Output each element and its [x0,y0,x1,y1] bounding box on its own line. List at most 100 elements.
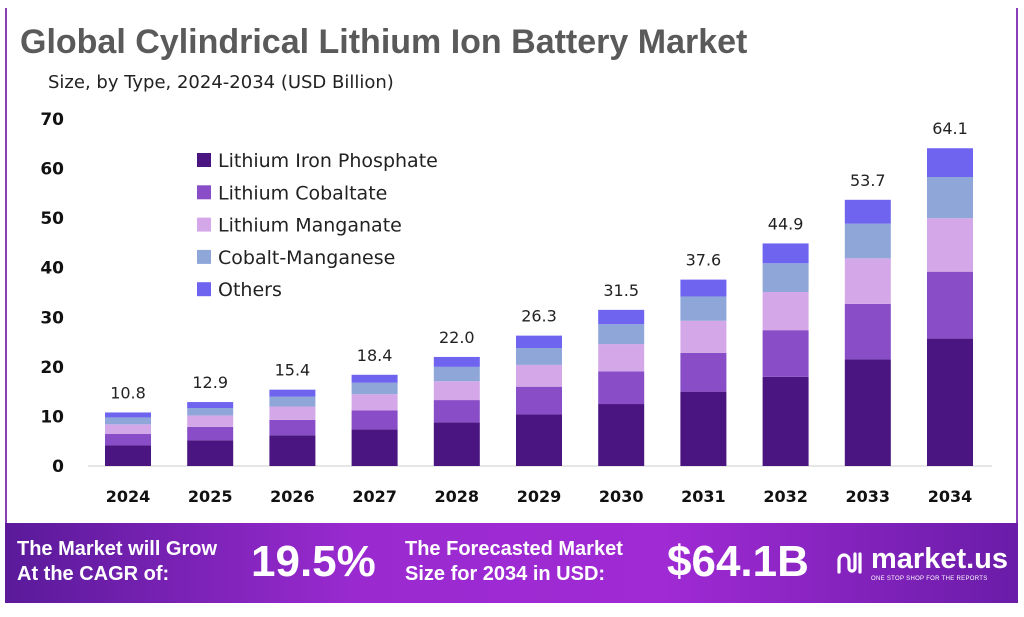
bar-segment-lithium-iron-phosphate [762,376,809,466]
legend-label: Lithium Manganate [218,215,402,237]
bar-total-label: 44.9 [768,214,804,233]
bar-segment-others [187,402,234,409]
bar-segment-lithium-manganate [269,406,316,420]
bar-segment-others [433,356,480,367]
bar-segment-lithium-cobaltate [762,330,809,377]
x-tick-label: 2034 [928,487,973,506]
bar-segment-lithium-manganate [927,218,973,272]
bar-total-label: 26.3 [521,307,557,326]
bar-segment-others [516,335,562,349]
chart-subtitle: Size, by Type, 2024-2034 (USD Billion) [48,72,394,93]
legend-swatch [197,217,211,232]
bar-total-label: 18.4 [357,346,393,365]
logo-name: market.us [871,543,1009,575]
x-tick-label: 2026 [270,487,315,506]
bar-segment-lithium-cobaltate [927,271,973,339]
x-tick-label: 2031 [681,487,726,506]
bar-segment-lithium-manganate [598,344,645,372]
bar-segment-others [927,148,973,177]
bar-segment-cobalt-manganese [762,263,809,293]
legend: Lithium Iron Phosphate Lithium Cobaltate L… [197,150,438,301]
bar-total-label: 31.5 [603,281,639,300]
forecast-label-line2: Size for 2034 in USD: [405,563,606,585]
bar-segment-cobalt-manganese [516,348,562,365]
bar-segment-others [844,199,891,224]
bar-segment-lithium-cobaltate [351,410,398,430]
bar-total-label: 12.9 [192,373,228,392]
x-tick-label: 2025 [188,487,233,506]
bar-segment-lithium-manganate [351,394,398,411]
y-tick-label: 10 [40,407,64,427]
bar-segment-lithium-manganate [844,258,891,304]
y-tick-label: 70 [40,110,64,130]
bar-segment-lithium-iron-phosphate [516,414,562,466]
bar-segment-lithium-cobaltate [516,386,562,415]
y-tick-label: 50 [40,209,64,229]
logo-icon [837,552,862,574]
bar-segment-lithium-cobaltate [269,419,316,436]
bar-segment-lithium-manganate [762,292,809,331]
forecast-value: $64.1B [667,537,809,586]
bar-segment-lithium-cobaltate [105,433,151,446]
bar-segment-others [762,243,809,264]
legend-swatch [197,249,211,264]
y-tick-label: 40 [40,259,64,279]
y-tick-label: 60 [40,160,64,180]
bar-segment-lithium-cobaltate [680,352,727,392]
bar-segment-lithium-iron-phosphate [598,404,645,466]
bar-total-label: 22.0 [439,328,475,347]
bar-segment-cobalt-manganese [598,324,645,345]
y-tick-label: 30 [40,308,64,328]
y-tick-label: 0 [52,457,64,477]
legend-swatch [197,185,211,200]
cagr-value: 19.5% [251,537,376,586]
x-tick-label: 2028 [435,487,480,506]
bar-segment-lithium-iron-phosphate [187,440,234,466]
cagr-label-line1: The Market will Grow [17,538,218,560]
bar-total-label: 10.8 [110,383,146,402]
bar-total-label: 15.4 [275,361,311,380]
bar-segment-cobalt-manganese [433,366,480,382]
bar-segment-others [598,309,645,325]
bar-segment-lithium-iron-phosphate [433,422,480,466]
legend-swatch [197,153,211,167]
legend-label: Lithium Iron Phosphate [218,150,438,172]
chart-title: Global Cylindrical Lithium Ion Battery M… [20,23,748,61]
bar-segment-lithium-manganate [433,381,480,401]
bar-segment-lithium-manganate [105,424,151,434]
bar-segment-cobalt-manganese [680,296,727,321]
logo-tagline: ONE STOP SHOP FOR THE REPORTS [871,576,988,582]
x-tick-label: 2030 [599,487,644,506]
x-tick-label: 2027 [352,487,397,506]
x-tick-label: 2024 [106,487,151,506]
bar-segment-others [105,412,151,418]
bar-segment-lithium-manganate [516,364,562,387]
bar-segment-others [680,279,727,297]
bar-segment-cobalt-manganese [927,176,973,219]
bar-segment-lithium-iron-phosphate [351,429,398,466]
summary-banner: The Market will Grow At the CAGR of: 19.… [5,523,1018,603]
bar-segment-lithium-iron-phosphate [927,338,973,466]
legend-label: Cobalt-Manganese [218,247,395,269]
bar-segment-cobalt-manganese [844,223,891,259]
cagr-label-line2: At the CAGR of: [17,563,170,585]
bar-segment-cobalt-manganese [187,408,234,416]
legend-swatch [197,282,211,297]
legend-label: Others [218,279,282,301]
bar-segment-lithium-cobaltate [844,303,891,360]
y-tick-label: 20 [40,358,64,378]
bar-segment-lithium-cobaltate [433,400,480,423]
bar-total-label: 64.1 [932,119,968,138]
market-us-logo: market.us ONE STOP SHOP FOR THE REPORTS [835,543,1008,583]
bar-segment-lithium-iron-phosphate [844,359,891,466]
bar-total-label: 53.7 [850,171,886,190]
bar-segment-lithium-cobaltate [187,426,234,441]
bar-segment-lithium-iron-phosphate [105,445,151,466]
x-tick-label: 2032 [763,487,808,506]
bar-segment-lithium-manganate [680,320,727,353]
bar-segment-lithium-cobaltate [598,371,645,405]
bar-segment-lithium-manganate [187,415,234,427]
y-axis-ticks: 0 10 20 30 40 50 60 70 [40,110,64,477]
bar-segment-lithium-iron-phosphate [680,391,727,466]
